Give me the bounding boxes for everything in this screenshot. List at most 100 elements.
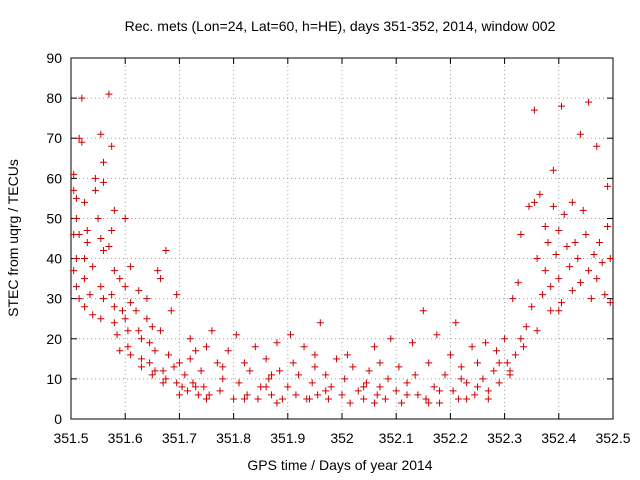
data-point (395, 363, 403, 371)
data-point (574, 255, 582, 263)
data-point (362, 379, 370, 387)
data-point (216, 387, 224, 395)
data-point (208, 327, 216, 335)
data-point (175, 391, 183, 399)
data-point (70, 267, 78, 275)
data-point (503, 359, 511, 367)
data-point (100, 247, 108, 255)
data-point (593, 142, 601, 150)
data-point (360, 395, 368, 403)
data-point (70, 170, 78, 178)
data-point (254, 395, 262, 403)
data-point (146, 339, 154, 347)
data-point (243, 391, 251, 399)
data-point (585, 267, 593, 275)
data-point (151, 347, 159, 355)
data-point (167, 307, 175, 315)
data-point (268, 371, 276, 379)
data-point (181, 371, 189, 379)
data-point (422, 395, 430, 403)
data-point (536, 190, 544, 198)
data-point (525, 202, 533, 210)
data-point (137, 355, 145, 363)
data-point (186, 335, 194, 343)
data-point (72, 194, 80, 202)
data-point (246, 367, 254, 375)
data-point (346, 399, 354, 407)
data-point (571, 239, 579, 247)
x-tick-label: 351.9 (270, 430, 305, 446)
data-point (143, 315, 151, 323)
data-point (189, 379, 197, 387)
data-point (232, 331, 240, 339)
data-point (230, 395, 238, 403)
data-point (606, 299, 614, 307)
data-point (292, 391, 300, 399)
data-point (186, 355, 194, 363)
data-point (108, 226, 116, 234)
data-point (72, 283, 80, 291)
data-point (192, 347, 200, 355)
data-point (86, 291, 94, 299)
data-point (213, 359, 221, 367)
data-point (224, 347, 232, 355)
data-point (506, 367, 514, 375)
data-point (135, 287, 143, 295)
data-point (484, 387, 492, 395)
data-point (72, 214, 80, 222)
data-point (200, 383, 208, 391)
data-point (474, 359, 481, 367)
data-point (305, 395, 313, 403)
data-point (490, 367, 498, 375)
data-point (159, 379, 167, 387)
data-point (322, 387, 330, 395)
y-tick-label: 70 (46, 130, 62, 146)
data-point (360, 383, 368, 391)
data-point (110, 267, 118, 275)
data-point (151, 367, 159, 375)
data-point (184, 387, 192, 395)
data-point (544, 239, 552, 247)
y-tick-label: 10 (46, 371, 62, 387)
data-point (100, 295, 108, 303)
data-point (392, 387, 400, 395)
data-point (528, 303, 536, 311)
data-point (558, 102, 566, 110)
x-tick-label: 351.7 (162, 430, 197, 446)
data-point (132, 307, 140, 315)
data-point (265, 375, 273, 383)
data-point (311, 351, 319, 359)
data-point (159, 367, 167, 375)
data-point (517, 335, 525, 343)
data-point (121, 315, 129, 323)
x-tick-label: 352.2 (433, 430, 468, 446)
data-point (598, 259, 606, 267)
data-point (376, 383, 384, 391)
data-point (81, 303, 89, 311)
data-point (137, 363, 145, 371)
data-point (127, 299, 135, 307)
data-point (127, 351, 135, 359)
data-point (173, 291, 181, 299)
data-point (75, 230, 83, 238)
axis-ticks: 351.5 351.6 351.7 351.8 351.9 352 352.1 352.2 35… (46, 50, 630, 446)
data-point (474, 383, 481, 391)
data-point (97, 315, 105, 323)
data-point (587, 295, 595, 303)
data-point (441, 371, 449, 379)
data-point (576, 130, 584, 138)
data-point (398, 399, 406, 407)
data-point (273, 399, 281, 407)
data-point (70, 186, 78, 194)
data-point (403, 391, 411, 399)
data-point (541, 222, 549, 230)
data-point (436, 399, 444, 407)
data-point (414, 391, 422, 399)
data-point (566, 263, 574, 271)
data-point (403, 379, 411, 387)
data-point (558, 299, 566, 307)
data-point (501, 335, 509, 343)
data-point (118, 307, 126, 315)
data-point (300, 343, 308, 351)
